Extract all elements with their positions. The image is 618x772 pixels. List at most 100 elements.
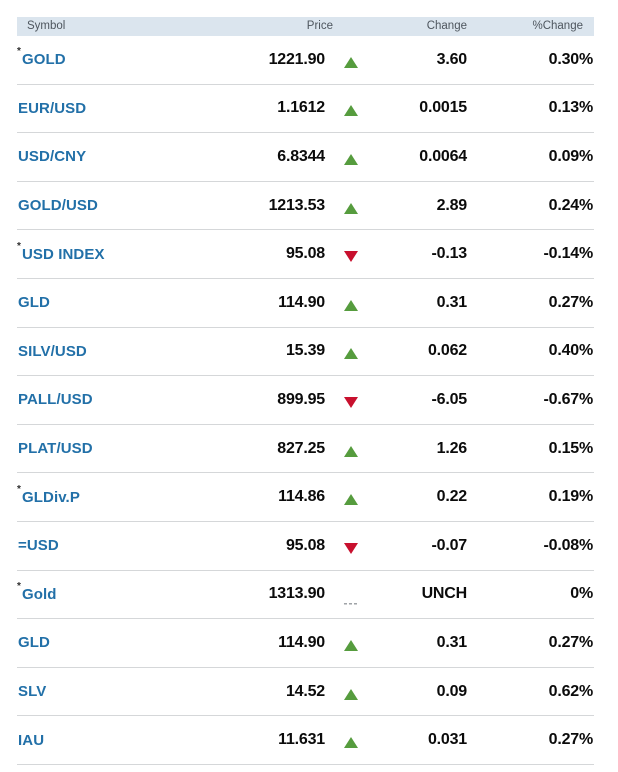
up-arrow-icon	[344, 56, 358, 68]
pct-change-value: 0.09%	[548, 147, 594, 165]
change-direction-cell	[325, 473, 377, 521]
table-row: PALL/USD 899.95 -6.05 -0.67%	[17, 376, 594, 425]
pct-change-value: -0.14%	[543, 245, 594, 263]
symbol-label: SILV/USD	[18, 342, 87, 360]
symbol-label: SLV	[18, 683, 47, 701]
change-direction-cell	[325, 36, 377, 84]
change-value: 0.031	[427, 731, 467, 749]
symbol-cell: IAU	[17, 731, 186, 750]
symbol-link[interactable]: IAU	[17, 732, 44, 749]
table-row: *GOLD 1221.90 3.60 0.30%	[17, 36, 594, 85]
down-arrow-icon	[344, 542, 358, 554]
symbol-label: PALL/USD	[18, 391, 93, 409]
symbol-label: GOLD/USD	[18, 197, 98, 215]
symbol-link[interactable]: SILV/USD	[17, 343, 87, 360]
symbol-link[interactable]: *GLDiv.P	[17, 484, 80, 506]
up-arrow-icon	[344, 445, 358, 457]
price-value: 15.39	[285, 342, 325, 360]
up-arrow-icon	[344, 299, 358, 311]
symbol-cell: SILV/USD	[17, 342, 186, 361]
symbol-prefix: *	[17, 46, 21, 58]
change-direction-cell	[325, 716, 377, 764]
symbol-link[interactable]: SLV	[17, 683, 46, 700]
symbol-link[interactable]: =USD	[17, 537, 59, 554]
symbol-link[interactable]: EUR/USD	[17, 100, 86, 117]
symbol-prefix: *	[17, 240, 21, 252]
change-direction-cell	[325, 619, 377, 667]
change-value: 0.31	[436, 293, 468, 311]
change-value: 3.60	[436, 50, 468, 68]
symbol-cell: PLAT/USD	[17, 439, 186, 458]
column-header-pct-change: %Change	[532, 20, 583, 32]
symbol-link[interactable]: GLD	[17, 294, 50, 311]
symbol-link[interactable]: *USD INDEX	[17, 241, 105, 263]
price-value: 95.08	[285, 245, 325, 263]
symbol-prefix: *	[17, 483, 21, 495]
table-row: *USD INDEX 95.08 -0.13 -0.14%	[17, 230, 594, 279]
table-row: *Gold 1313.90 --- UNCH 0%	[17, 571, 594, 620]
symbol-link[interactable]: *GOLD	[17, 46, 66, 69]
change-value: 1.26	[436, 439, 468, 457]
change-value: 0.0015	[419, 99, 467, 117]
symbol-link[interactable]: GLD	[17, 634, 50, 651]
pct-change-value: 0.15%	[548, 439, 594, 457]
symbol-label: GLDiv.P	[22, 488, 80, 506]
change-direction-cell	[325, 133, 377, 181]
price-value: 11.631	[278, 731, 325, 749]
price-value: 114.90	[278, 633, 325, 651]
pct-change-value: 0%	[570, 585, 593, 603]
symbol-cell: USD/CNY	[17, 147, 186, 166]
pct-change-value: -0.08%	[543, 536, 594, 554]
symbol-label: GOLD	[22, 51, 66, 69]
change-value: 0.31	[436, 633, 468, 651]
table-row: GOLD/USD 1213.53 2.89 0.24%	[17, 182, 594, 231]
symbol-link[interactable]: USD/CNY	[17, 148, 86, 165]
price-value: 95.08	[285, 536, 325, 554]
price-value: 827.25	[277, 439, 325, 457]
symbol-cell: GOLD/USD	[17, 196, 186, 215]
table-row: EUR/USD 1.1612 0.0015 0.13%	[17, 85, 594, 134]
symbol-link[interactable]: PALL/USD	[17, 391, 93, 408]
pct-change-value: 0.19%	[548, 488, 594, 506]
up-arrow-icon	[344, 105, 358, 117]
change-direction-cell	[325, 328, 377, 376]
pct-change-value: -0.67%	[543, 390, 594, 408]
change-direction-cell	[325, 85, 377, 133]
column-header-symbol: Symbol	[27, 20, 66, 32]
symbol-link[interactable]: PLAT/USD	[17, 440, 93, 457]
pct-change-value: 0.13%	[548, 99, 594, 117]
quote-table: Symbol Price Change %Change *GOLD 1221.9…	[17, 17, 594, 765]
change-value: -0.07	[431, 536, 468, 554]
up-arrow-icon	[344, 737, 358, 749]
change-value: 2.89	[436, 196, 468, 214]
price-value: 1221.90	[268, 50, 326, 68]
symbol-label: IAU	[18, 731, 45, 749]
symbol-cell: *GLDiv.P	[17, 484, 186, 507]
table-row: IAU 11.631 0.031 0.27%	[17, 716, 594, 765]
table-row: =USD 95.08 -0.07 -0.08%	[17, 522, 594, 571]
symbol-label: USD INDEX	[22, 245, 105, 263]
price-value: 114.90	[278, 293, 325, 311]
column-header-change: Change	[426, 20, 467, 32]
down-arrow-icon	[344, 251, 358, 263]
change-value: -0.13	[431, 245, 468, 263]
table-row: *GLDiv.P 114.86 0.22 0.19%	[17, 473, 594, 522]
up-arrow-icon	[344, 688, 358, 700]
table-row: SILV/USD 15.39 0.062 0.40%	[17, 328, 594, 377]
down-arrow-icon	[344, 396, 358, 408]
change-direction-cell: ---	[325, 571, 377, 619]
pct-change-value: 0.62%	[548, 682, 594, 700]
symbol-link[interactable]: *Gold	[17, 581, 57, 603]
symbol-cell: *GOLD	[17, 46, 186, 69]
symbol-link[interactable]: GOLD/USD	[17, 197, 98, 214]
symbol-cell: *USD INDEX	[17, 241, 186, 264]
symbol-cell: GLD	[17, 633, 186, 652]
symbol-cell: SLV	[17, 682, 186, 701]
up-arrow-icon	[344, 202, 358, 214]
change-direction-cell	[325, 182, 377, 230]
change-direction-cell	[325, 279, 377, 327]
table-header-row: Symbol Price Change %Change	[17, 17, 594, 36]
pct-change-value: 0.30%	[548, 50, 594, 68]
price-value: 1213.53	[268, 196, 326, 214]
